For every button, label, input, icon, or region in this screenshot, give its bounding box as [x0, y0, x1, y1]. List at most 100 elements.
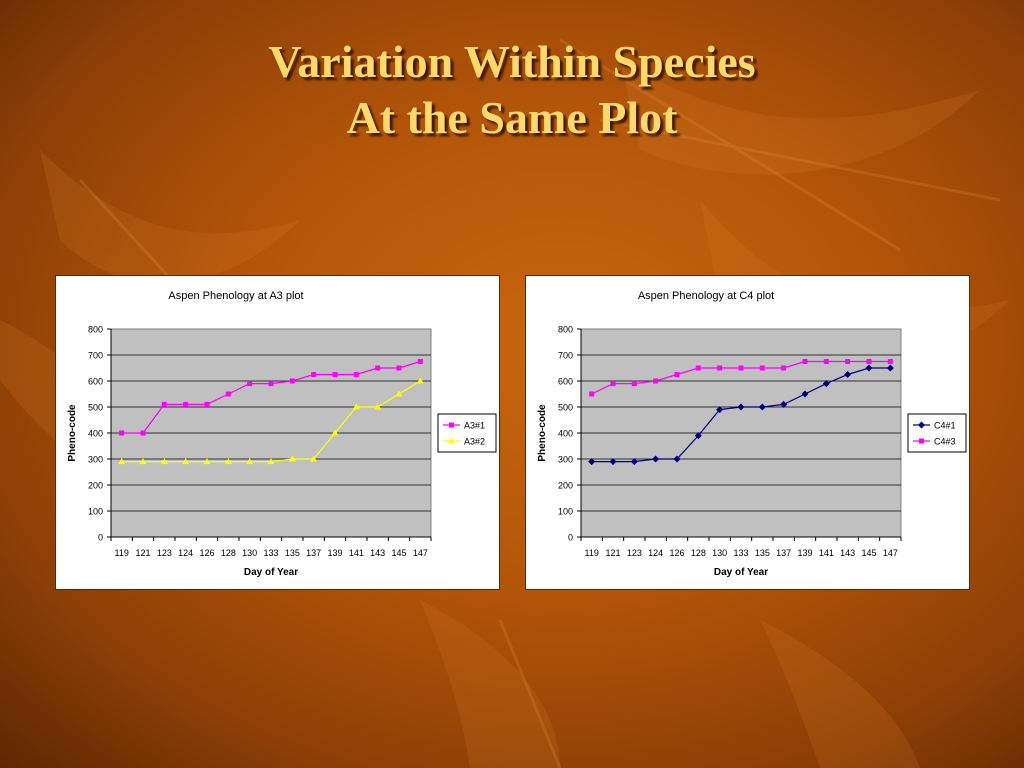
c4-point-C4#1-124 — [652, 455, 660, 463]
a3-point-A3#1-121 — [140, 430, 146, 436]
c4-chart-title: Aspen Phenology at C4 plot — [638, 290, 774, 302]
c4-y-tick-label-700: 700 — [558, 351, 573, 361]
a3-point-A3#1-123 — [161, 401, 167, 407]
a3-point-A3#1-135 — [289, 378, 295, 384]
a3-y-tick-label-500: 500 — [88, 403, 103, 413]
a3-point-A3#2-139 — [331, 429, 339, 436]
a3-legend-marker-A3#1 — [449, 422, 454, 428]
c4-point-C4#3-121 — [610, 381, 616, 387]
c4-point-C4#3-123 — [631, 381, 637, 387]
a3-legend-label-A3#1: A3#1 — [464, 421, 485, 431]
c4-x-tick-label-126: 126 — [669, 548, 684, 558]
c4-point-C4#1-143 — [844, 371, 852, 378]
a3-x-tick-label-121: 121 — [135, 548, 150, 558]
a3-x-axis-label: Day of Year — [244, 567, 298, 578]
c4-point-C4#1-147 — [886, 364, 894, 372]
c4-legend-box — [907, 413, 967, 453]
a3-y-tick-label-100: 100 — [88, 507, 103, 517]
c4-legend-label-C4#1: C4#1 — [934, 421, 956, 431]
c4-x-tick-label-124: 124 — [648, 548, 663, 558]
a3-x-tick-label-147: 147 — [413, 548, 428, 558]
a3-legend-marker-A3#2 — [448, 437, 455, 444]
c4-point-C4#3-119 — [589, 391, 595, 397]
c4-x-axis-label: Day of Year — [714, 567, 768, 578]
c4-x-tick-label-143: 143 — [840, 548, 855, 558]
chart-c4-plot: Aspen Phenology at C4 plot 0 100 200 300 400 5… — [525, 275, 970, 590]
a3-point-A3#2-143 — [374, 403, 382, 410]
c4-x-tick-label-139: 139 — [797, 548, 812, 558]
a3-point-A3#1-124 — [183, 401, 189, 407]
c4-y-tick-label-500: 500 — [558, 403, 573, 413]
c4-point-C4#3-145 — [866, 359, 872, 364]
slide-title-line-2: At the Same Plot — [346, 92, 678, 143]
c4-point-C4#3-143 — [845, 359, 851, 364]
c4-y-tick-label-0: 0 — [568, 533, 573, 543]
c4-point-C4#1-126 — [673, 455, 681, 463]
c4-x-tick-label-147: 147 — [883, 548, 898, 558]
a3-y-tick-label-0: 0 — [98, 533, 103, 543]
a3-y-tick-label-600: 600 — [88, 377, 103, 387]
c4-legend-label-C4#3: C4#3 — [934, 437, 956, 447]
c4-y-tick-label-400: 400 — [558, 429, 573, 439]
slide-title: Variation Within Species At the Same Plo… — [0, 34, 1024, 146]
c4-point-C4#3-126 — [674, 372, 680, 377]
c4-x-tick-label-128: 128 — [691, 548, 706, 558]
a3-point-A3#2-121 — [139, 458, 147, 465]
c4-point-C4#1-133 — [737, 403, 745, 411]
a3-x-tick-label-133: 133 — [263, 548, 278, 558]
a3-x-tick-label-143: 143 — [370, 548, 385, 558]
c4-y-tick-label-200: 200 — [558, 481, 573, 491]
c4-point-C4#3-137 — [781, 365, 787, 371]
a3-point-A3#1-139 — [332, 372, 338, 377]
a3-legend-box — [437, 413, 497, 453]
a3-point-A3#1-143 — [375, 365, 381, 371]
a3-chart-title: Aspen Phenology at A3 plot — [168, 290, 303, 302]
a3-point-A3#1-141 — [353, 372, 359, 377]
a3-legend-label-A3#2: A3#2 — [464, 437, 485, 447]
c4-x-tick-label-121: 121 — [605, 548, 620, 558]
c4-x-tick-label-130: 130 — [712, 548, 727, 558]
a3-y-tick-label-700: 700 — [88, 351, 103, 361]
a3-x-tick-label-139: 139 — [327, 548, 342, 558]
c4-y-tick-label-300: 300 — [558, 455, 573, 465]
c4-x-tick-label-137: 137 — [776, 548, 791, 558]
a3-point-A3#1-130 — [247, 381, 253, 387]
a3-point-A3#1-133 — [268, 381, 274, 387]
a3-point-A3#2-123 — [160, 458, 168, 465]
a3-x-tick-label-145: 145 — [391, 548, 406, 558]
a3-x-tick-label-119: 119 — [114, 548, 128, 558]
c4-point-C4#3-130 — [717, 365, 723, 371]
c4-point-C4#1-141 — [822, 380, 830, 388]
c4-point-C4#3-147 — [887, 359, 893, 364]
a3-point-A3#1-119 — [119, 430, 125, 436]
a3-x-tick-label-137: 137 — [306, 548, 321, 558]
c4-point-C4#3-128 — [695, 365, 701, 371]
a3-y-axis-label: Pheno-code — [67, 404, 78, 462]
c4-legend-marker-C4#1 — [918, 421, 925, 429]
c4-point-C4#1-130 — [716, 406, 724, 414]
a3-point-A3#2-128 — [224, 458, 232, 465]
a3-x-tick-label-128: 128 — [221, 548, 236, 558]
c4-point-C4#3-141 — [823, 359, 829, 364]
a3-y-tick-label-400: 400 — [88, 429, 103, 439]
chart-a3-plot: Aspen Phenology at A3 plot 0 100 200 300 400 5… — [55, 275, 500, 590]
slide-title-line-1: Variation Within Species — [268, 36, 756, 87]
a3-x-tick-label-126: 126 — [199, 548, 214, 558]
c4-y-tick-label-800: 800 — [558, 325, 573, 335]
a3-point-A3#2-135 — [288, 455, 296, 462]
a3-point-A3#2-145 — [395, 390, 403, 397]
c4-x-tick-label-135: 135 — [755, 548, 770, 558]
a3-x-tick-label-130: 130 — [242, 548, 257, 558]
a3-y-tick-label-300: 300 — [88, 455, 103, 465]
c4-x-tick-label-145: 145 — [861, 548, 876, 558]
a3-x-tick-label-141: 141 — [349, 548, 364, 558]
a3-y-tick-label-800: 800 — [88, 325, 103, 335]
c4-point-C4#1-128 — [694, 432, 702, 440]
a3-point-A3#1-128 — [225, 391, 231, 397]
c4-x-tick-label-123: 123 — [627, 548, 642, 558]
c4-y-tick-label-100: 100 — [558, 507, 573, 517]
c4-x-tick-label-141: 141 — [819, 548, 834, 558]
a3-point-A3#1-145 — [396, 365, 402, 371]
a3-point-A3#2-130 — [246, 458, 254, 465]
c4-point-C4#1-123 — [630, 458, 638, 466]
